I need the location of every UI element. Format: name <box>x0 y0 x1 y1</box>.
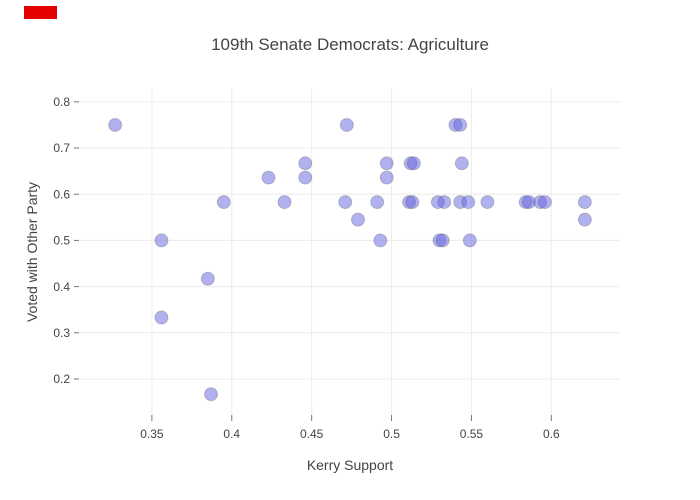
data-point[interactable] <box>339 117 354 132</box>
data-point[interactable] <box>350 212 365 227</box>
data-point[interactable] <box>298 156 313 171</box>
x-tick-label: 0.35 <box>140 427 164 441</box>
y-tick-label: 0.4 <box>53 280 70 294</box>
data-point[interactable] <box>406 156 421 171</box>
data-point[interactable] <box>480 195 495 210</box>
data-point[interactable] <box>298 170 313 185</box>
y-tick-label: 0.3 <box>53 326 70 340</box>
data-point[interactable] <box>108 117 123 132</box>
data-points <box>108 117 592 402</box>
data-point[interactable] <box>537 195 552 210</box>
data-point[interactable] <box>379 156 394 171</box>
data-point[interactable] <box>462 233 477 248</box>
y-tick-label: 0.2 <box>53 372 70 386</box>
data-point[interactable] <box>338 195 353 210</box>
data-point[interactable] <box>454 156 469 171</box>
y-tick-label: 0.7 <box>53 141 70 155</box>
data-point[interactable] <box>370 195 385 210</box>
x-tick-label: 0.6 <box>543 427 560 441</box>
red-annotation-marker <box>24 6 57 19</box>
data-point[interactable] <box>461 195 476 210</box>
data-point[interactable] <box>405 195 420 210</box>
data-point[interactable] <box>435 233 450 248</box>
y-tick-label: 0.6 <box>53 187 70 201</box>
tick-labels: 0.35 0.4 0.45 0.5 0.55 0.6 0.2 0.3 0.4 0.5 0.6 0.7 0… <box>53 95 560 441</box>
data-point[interactable] <box>261 170 276 185</box>
data-point[interactable] <box>577 195 592 210</box>
y-axis-title: Voted with Other Party <box>24 182 40 322</box>
x-tick-label: 0.4 <box>223 427 240 441</box>
data-point[interactable] <box>204 387 219 402</box>
data-point[interactable] <box>379 170 394 185</box>
data-point[interactable] <box>453 117 468 132</box>
axis-ticks <box>74 101 552 421</box>
plot-area[interactable] <box>80 88 620 415</box>
data-point[interactable] <box>200 271 215 286</box>
x-tick-label: 0.5 <box>383 427 400 441</box>
data-point[interactable] <box>154 310 169 325</box>
x-axis-title: Kerry Support <box>307 457 393 473</box>
gridlines <box>80 88 620 415</box>
data-point[interactable] <box>154 233 169 248</box>
chart-title: 109th Senate Democrats: Agriculture <box>211 35 489 54</box>
data-point[interactable] <box>437 195 452 210</box>
data-point[interactable] <box>577 212 592 227</box>
x-tick-label: 0.45 <box>300 427 324 441</box>
x-tick-label: 0.55 <box>460 427 484 441</box>
data-point[interactable] <box>277 195 292 210</box>
data-point[interactable] <box>216 195 231 210</box>
data-point[interactable] <box>373 233 388 248</box>
y-tick-label: 0.5 <box>53 234 70 248</box>
y-tick-label: 0.8 <box>53 95 70 109</box>
